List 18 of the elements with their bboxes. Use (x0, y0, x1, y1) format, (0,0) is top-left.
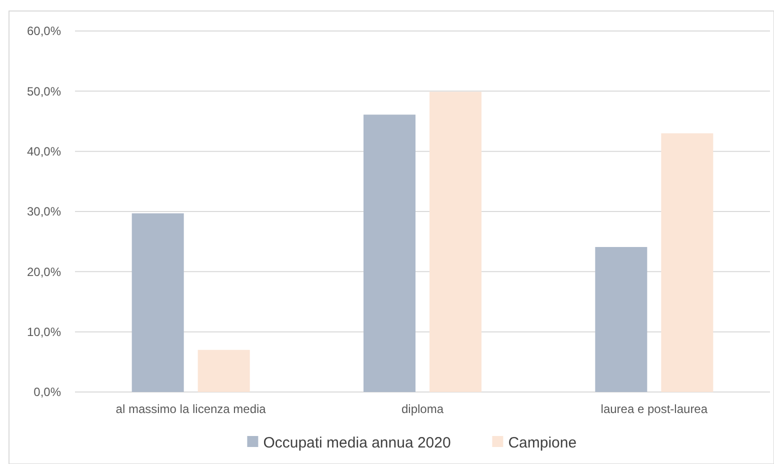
y-tick-label: 20,0% (26, 264, 62, 279)
y-tick-label: 40,0% (26, 144, 62, 159)
bar (364, 114, 416, 392)
y-tick-label: 30,0% (26, 204, 62, 219)
legend-label: Occupati media annua 2020 (263, 434, 451, 452)
bar (661, 133, 714, 392)
bar (132, 213, 184, 392)
y-tick-label: 50,0% (26, 84, 62, 98)
x-tick-label: al massimo la licenza media (116, 402, 266, 416)
x-tick-label: diploma (401, 402, 444, 416)
bar (595, 247, 648, 392)
x-tick-label: laurea e post-laurea (600, 402, 708, 416)
bar (198, 350, 250, 392)
y-tick-label: 0,0% (34, 385, 62, 400)
y-tick-label: 60,0% (26, 24, 62, 38)
y-tick-label: 10,0% (26, 325, 62, 340)
legend-label: Campione (508, 434, 577, 452)
bar (430, 92, 482, 392)
